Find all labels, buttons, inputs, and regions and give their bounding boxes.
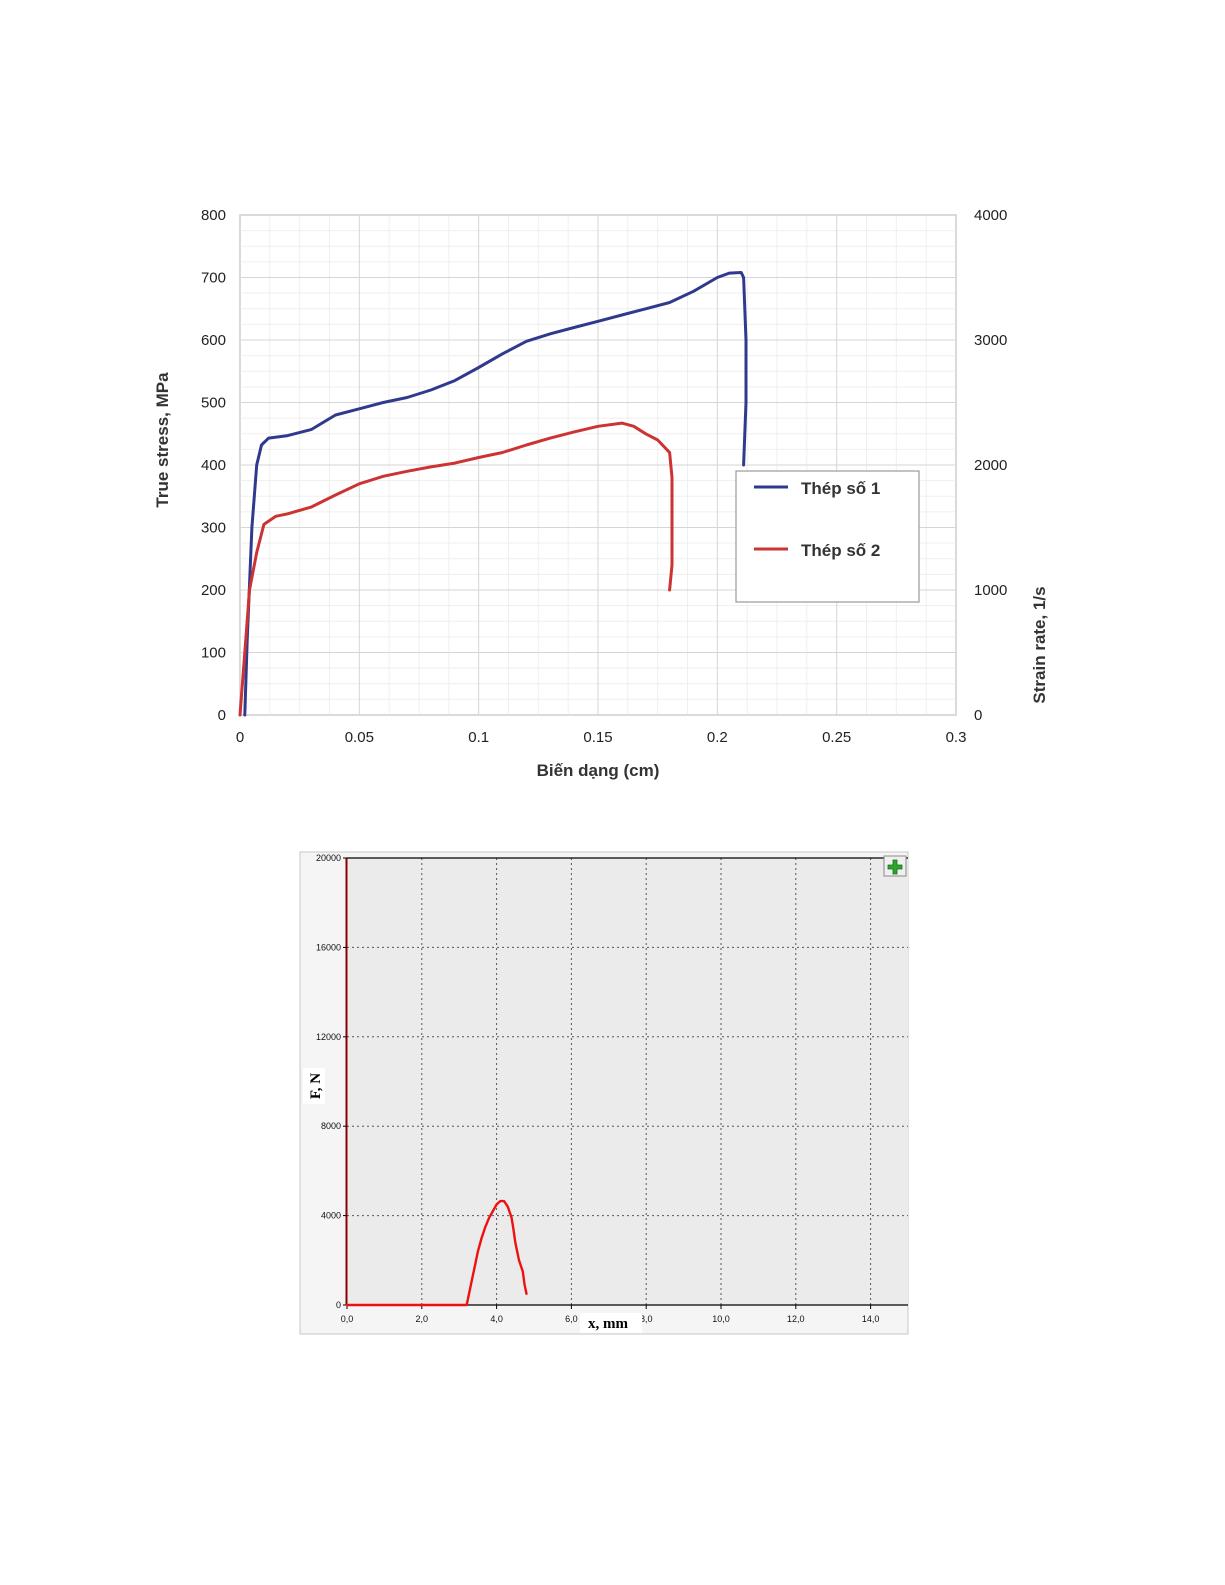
y-tick-label: 16000 [316,942,341,952]
plot-area [347,858,908,1305]
x-axis-ticks: 0,0 2,0 4,0 6,0 8,0 10,0 12,0 14,0 [341,1305,880,1324]
y-tick-label: 20000 [316,853,341,863]
y2-axis-label: Strain rate, 1/s [1030,586,1049,703]
y2-tick-label: 4000 [974,207,1007,224]
x-label-background [580,1313,642,1333]
y-axis-label: True stress, MPa [153,372,172,508]
x-tick-label: 0.2 [707,729,728,746]
series-lines [345,1199,528,1307]
grid-lines [239,214,957,716]
legend-box [735,470,920,603]
y-tick-label: 700 [201,270,226,287]
x-tick-label: 0,0 [341,1314,354,1324]
plus-icon[interactable] [887,859,903,875]
x-tick-label: 0.05 [345,729,374,746]
x-tick-label: 0.25 [822,729,851,746]
y2-tick-label: 1000 [974,582,1007,599]
y-tick-label: 400 [201,457,226,474]
x-tick-label: 0.3 [946,729,967,746]
series-line-force [345,1199,528,1307]
x-tick-label: 8,0 [640,1314,653,1324]
grid-lines [347,858,908,1305]
force-displacement-chart: 0,0 2,0 4,0 6,0 8,0 10,0 12,0 14,0 0 4000 8000 120… [299,851,909,1335]
y2-axis-ticks: 0 1000 2000 3000 4000 [974,207,1007,724]
series-line-thep-so-2 [238,421,674,717]
y-tick-label: 500 [201,395,226,412]
x-axis-label: x, mm [588,1316,628,1332]
y-tick-label: 600 [201,332,226,349]
y-axis-ticks: 0 100 200 300 400 500 600 700 800 [201,207,226,724]
x-tick-label: 0.15 [583,729,612,746]
x-tick-label: 12,0 [787,1314,805,1324]
x-tick-label: 4,0 [490,1314,503,1324]
y2-tick-label: 3000 [974,332,1007,349]
series-lines [238,271,748,717]
y-tick-label: 100 [201,645,226,662]
y-tick-label: 4000 [321,1211,341,1221]
y-tick-label: 200 [201,582,226,599]
legend: Thép số 1 Thép số 2 [735,470,920,603]
x-tick-label: 6,0 [565,1314,578,1324]
y2-tick-label: 2000 [974,457,1007,474]
y-tick-label: 12000 [316,1032,341,1042]
x-tick-label: 2,0 [416,1314,429,1324]
legend-entry-thep-so-1: Thép số 1 [801,479,880,498]
x-tick-label: 0 [236,729,244,746]
x-tick-label: 0.1 [468,729,489,746]
y-tick-label: 300 [201,520,226,537]
zoom-button[interactable] [883,855,907,877]
y2-tick-label: 0 [974,707,982,724]
x-axis-label: Biến dạng (cm) [537,761,660,780]
legend-entry-thep-so-2: Thép số 2 [801,541,880,560]
y-axis-ticks: 0 4000 8000 12000 16000 20000 [316,853,347,1310]
stress-strain-chart: 0 0.05 0.1 0.15 0.2 0.25 0.3 0 100 200 300 400 500 6… [153,207,1049,780]
y-label-background [303,1068,325,1104]
y-tick-label: 0 [336,1300,341,1310]
series-line-thep-so-1 [243,271,748,717]
y-axis-label: F, N [308,1073,324,1099]
y-tick-label: 800 [201,207,226,224]
x-tick-label: 14,0 [862,1314,880,1324]
x-axis-ticks: 0 0.05 0.1 0.15 0.2 0.25 0.3 [236,729,967,746]
x-tick-label: 10,0 [712,1314,730,1324]
y-tick-label: 8000 [321,1121,341,1131]
y-tick-label: 0 [218,707,226,724]
